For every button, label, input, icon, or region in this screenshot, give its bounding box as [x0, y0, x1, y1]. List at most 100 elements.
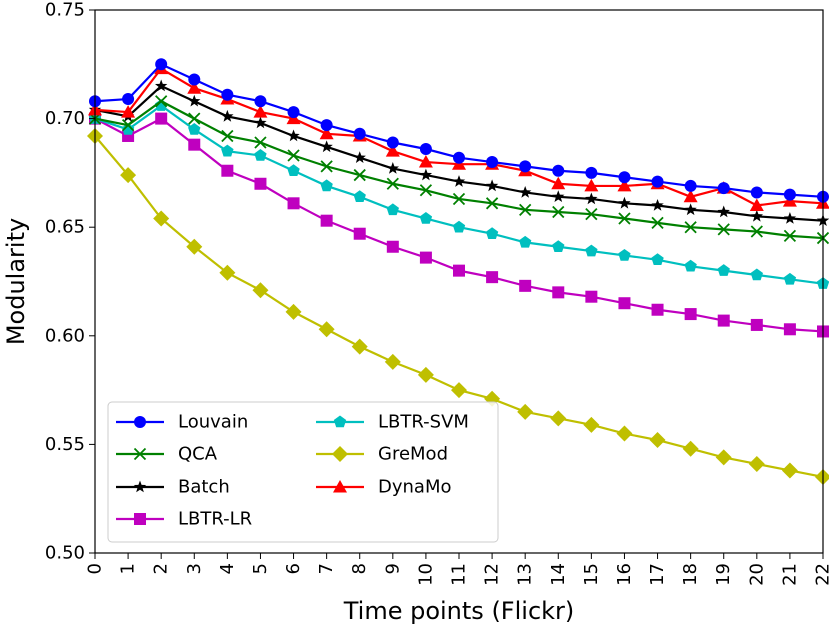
data-point-lbtr-lr	[321, 215, 333, 227]
data-point-louvain	[453, 152, 465, 164]
x-tick-label: 17	[647, 563, 668, 586]
data-point-lbtr-svm	[784, 273, 796, 285]
data-point-gremod	[550, 410, 566, 426]
data-point-gremod	[650, 432, 666, 448]
data-point-lbtr-lr	[288, 197, 300, 209]
data-point-louvain	[155, 58, 167, 70]
y-axis: 0.500.550.600.650.700.75	[45, 0, 95, 564]
data-point-batch	[519, 186, 531, 198]
legend-label: Batch	[178, 477, 230, 498]
data-point-batch	[221, 110, 233, 122]
data-point-louvain	[188, 74, 200, 86]
y-tick-label: 0.75	[45, 0, 85, 21]
data-point-louvain	[254, 95, 266, 107]
x-tick-label: 3	[184, 563, 205, 574]
data-point-batch	[486, 179, 498, 191]
data-point-lbtr-svm	[221, 145, 233, 157]
data-point-louvain	[552, 165, 564, 177]
data-point-lbtr-svm	[420, 212, 432, 224]
y-axis-title: Modularity	[2, 218, 30, 345]
x-tick-label: 11	[449, 563, 470, 586]
data-point-gremod	[286, 304, 302, 320]
data-point-louvain	[122, 93, 134, 105]
data-point-lbtr-lr	[585, 291, 597, 303]
x-tick-label: 21	[779, 563, 800, 586]
data-point-lbtr-svm	[585, 245, 597, 257]
data-point-louvain	[420, 143, 432, 155]
data-point-lbtr-svm	[254, 149, 266, 161]
x-tick-label: 12	[482, 563, 503, 586]
x-tick-label: 10	[415, 563, 436, 586]
data-point-lbtr-lr	[254, 178, 266, 190]
data-point-batch	[585, 192, 597, 204]
x-tick-label: 14	[548, 563, 569, 586]
data-point-batch	[354, 151, 366, 163]
x-tick-label: 7	[316, 563, 337, 574]
data-point-gremod	[451, 382, 467, 398]
data-point-gremod	[815, 469, 829, 485]
x-tick-label: 16	[614, 563, 635, 586]
y-tick-label: 0.60	[45, 325, 85, 346]
data-point-louvain	[585, 167, 597, 179]
data-point-louvain	[685, 180, 697, 192]
data-point-lbtr-lr	[221, 165, 233, 177]
data-point-batch	[254, 116, 266, 128]
x-tick-label: 6	[283, 563, 304, 574]
legend-label: DynaMo	[378, 477, 452, 498]
data-point-lbtr-svm	[188, 123, 200, 135]
data-point-batch	[684, 203, 696, 215]
x-tick-label: 18	[680, 563, 701, 586]
data-point-louvain	[751, 186, 763, 198]
data-point-lbtr-svm	[453, 221, 465, 233]
data-point-louvain	[618, 171, 630, 183]
legend-label: Louvain	[178, 412, 248, 433]
y-tick-label: 0.65	[45, 217, 85, 238]
data-point-lbtr-lr	[354, 228, 366, 240]
data-point-gremod	[749, 456, 765, 472]
x-tick-label: 1	[118, 563, 139, 574]
data-point-louvain	[387, 136, 399, 148]
data-point-lbtr-lr	[784, 323, 796, 335]
y-tick-label: 0.55	[45, 434, 85, 455]
data-point-gremod	[517, 404, 533, 420]
data-point-louvain	[486, 156, 498, 168]
data-point-gremod	[418, 367, 434, 383]
data-point-batch	[420, 169, 432, 181]
data-point-batch	[651, 199, 663, 211]
data-point-lbtr-lr	[751, 319, 763, 331]
x-axis-title: Time points (Flickr)	[343, 597, 575, 625]
data-point-louvain	[784, 189, 796, 201]
data-point-louvain	[321, 119, 333, 131]
data-point-qca	[288, 150, 299, 161]
data-point-lbtr-svm	[552, 240, 564, 252]
data-point-batch	[718, 206, 730, 218]
data-point-lbtr-lr	[188, 139, 200, 151]
data-point-batch	[784, 212, 796, 224]
legend: LouvainQCABatchLBTR-LRLBTR-SVMGreModDyna…	[108, 402, 498, 542]
data-point-louvain	[718, 182, 730, 194]
data-point-batch	[751, 210, 763, 222]
data-point-batch	[387, 162, 399, 174]
data-point-batch	[287, 129, 299, 141]
data-point-lbtr-lr	[618, 297, 630, 309]
x-tick-label: 13	[515, 563, 536, 586]
data-point-gremod	[583, 417, 599, 433]
data-point-lbtr-svm	[618, 249, 630, 261]
x-tick-label: 19	[713, 563, 734, 586]
data-point-lbtr-lr	[718, 315, 730, 327]
data-point-batch	[188, 95, 200, 107]
x-tick-label: 5	[250, 563, 271, 574]
data-point-batch	[552, 190, 564, 202]
data-point-lbtr-svm	[718, 264, 730, 276]
y-tick-label: 0.70	[45, 108, 85, 129]
data-point-gremod	[683, 441, 699, 457]
data-point-lbtr-svm	[519, 236, 531, 248]
data-point-louvain	[354, 128, 366, 140]
data-point-lbtr-svm	[354, 190, 366, 202]
x-tick-label: 0	[85, 563, 106, 574]
data-point-lbtr-lr	[519, 280, 531, 292]
data-point-gremod	[616, 426, 632, 442]
data-point-lbtr-lr	[552, 286, 564, 298]
